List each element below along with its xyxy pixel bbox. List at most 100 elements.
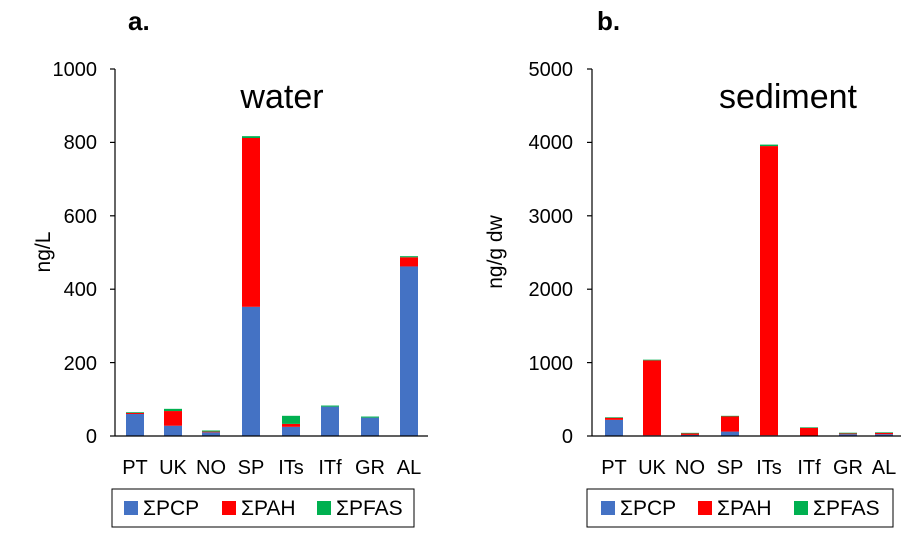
bar-pah-uk — [164, 411, 182, 426]
bar-pfas-sp — [721, 415, 739, 417]
bar-pfas-uk — [643, 359, 661, 361]
bars-sediment — [605, 144, 893, 437]
x-tick-label: ITf — [318, 457, 342, 479]
y-tick-label: 1000 — [53, 59, 98, 81]
panel-label-b: b. — [597, 6, 620, 36]
bar-pfas-no — [681, 432, 699, 434]
y-tick-label: 4000 — [529, 132, 574, 154]
y-tick-label: 2000 — [529, 279, 574, 301]
legend-sediment: ΣPCP ΣPAH ΣPFAS — [586, 488, 894, 528]
x-tick-label: SP — [717, 457, 744, 479]
legend-swatch-pah — [698, 501, 712, 515]
y-tick-label: 5000 — [529, 59, 574, 81]
x-tick-label: ITs — [278, 457, 304, 479]
x-tick-label: ITf — [797, 457, 821, 479]
bar-pah-no — [202, 431, 220, 433]
x-tick-label: AL — [397, 457, 421, 479]
bar-pah-sp — [721, 416, 739, 432]
bars-water — [126, 136, 418, 436]
bar-pfas-al — [875, 432, 893, 433]
y-tick-label: 3000 — [529, 206, 574, 228]
chart-title-water: water — [239, 78, 323, 116]
bar-pah-gr — [839, 433, 857, 435]
bar-pcp-its — [282, 426, 300, 436]
x-tick-label: PT — [601, 457, 627, 479]
bar-pfas-pt — [126, 412, 144, 413]
y-axis-label-sediment: ng/g dw — [484, 214, 507, 288]
x-tick-label: SP — [238, 457, 265, 479]
x-tick-label: UK — [159, 457, 187, 479]
bar-pah-al — [400, 257, 418, 267]
legend-label-pfas: ΣPFAS — [336, 497, 403, 520]
legend-label-pah: ΣPAH — [241, 497, 296, 520]
bar-pcp-gr — [361, 417, 379, 436]
bar-pcp-itf — [321, 406, 339, 436]
bar-pah-itf — [800, 427, 818, 436]
bar-pfas-itf — [321, 405, 339, 407]
x-tick-labels-water: PT UK NO SP ITs ITf GR AL — [122, 457, 421, 479]
bar-pfas-gr — [839, 432, 857, 434]
x-tick-label: ITs — [756, 457, 782, 479]
x-tick-label: NO — [196, 457, 226, 479]
bar-pfas-sp — [242, 136, 260, 138]
bar-pcp-gr — [839, 434, 857, 436]
bar-pah-its — [760, 146, 778, 436]
x-tick-label: AL — [872, 457, 896, 479]
bar-pah-its — [282, 423, 300, 427]
y-tick-label: 1000 — [529, 353, 574, 375]
legend-swatch-pcp — [124, 501, 138, 515]
bar-pah-pt — [126, 412, 144, 414]
chart-title-sediment: sediment — [719, 78, 858, 116]
bar-pcp-uk — [164, 425, 182, 436]
bar-pah-uk — [643, 360, 661, 436]
bar-pcp-pt — [126, 413, 144, 436]
legend-box — [111, 488, 415, 528]
y-tick-label: 400 — [64, 279, 97, 301]
x-tick-label: NO — [675, 457, 705, 479]
bar-pfas-its — [282, 415, 300, 424]
bar-pfas-uk — [164, 408, 182, 412]
y-axis-label-water: ng/L — [32, 232, 55, 273]
panel-sediment: b. sediment ng/g dw 0 1000 2000 3000 400… — [484, 6, 901, 528]
legend-swatch-pfas — [317, 501, 331, 515]
y-tick-label: 800 — [64, 132, 97, 154]
bar-pcp-sp — [721, 431, 739, 436]
y-tick-label: 0 — [562, 426, 573, 448]
bar-pfas-its — [760, 144, 778, 147]
bar-pfas-pt — [605, 417, 623, 418]
bar-pah-no — [681, 433, 699, 435]
bar-pah-al — [875, 432, 893, 435]
legend-label-pah: ΣPAH — [717, 497, 772, 520]
bar-pah-pt — [605, 417, 623, 420]
x-tick-labels-sediment: PT UK NO SP ITs ITf GR AL — [601, 457, 896, 479]
bar-pcp-al — [400, 266, 418, 436]
axes-water — [110, 68, 428, 437]
legend-label-pcp: ΣPCP — [143, 497, 199, 520]
y-tick-label: 600 — [64, 206, 97, 228]
x-tick-label: GR — [833, 457, 863, 479]
bar-pfas-gr — [361, 416, 379, 418]
bar-pah-sp — [242, 137, 260, 307]
y-tick-label: 0 — [86, 426, 97, 448]
legend-water: ΣPCP ΣPAH ΣPFAS — [111, 488, 415, 528]
x-tick-label: GR — [355, 457, 385, 479]
bar-pcp-al — [875, 434, 893, 436]
y-tick-labels-sediment: 0 1000 2000 3000 4000 5000 — [529, 59, 574, 448]
bar-pcp-pt — [605, 419, 623, 436]
bar-pfas-itf — [800, 427, 818, 428]
bar-pcp-sp — [242, 306, 260, 436]
bar-pcp-no — [202, 432, 220, 436]
axes-sediment — [587, 68, 901, 437]
legend-swatch-pcp — [601, 501, 615, 515]
legend-label-pcp: ΣPCP — [620, 497, 676, 520]
x-tick-label: UK — [638, 457, 666, 479]
legend-swatch-pah — [222, 501, 236, 515]
bar-pfas-no — [202, 430, 220, 432]
legend-box — [586, 488, 894, 528]
y-tick-label: 200 — [64, 353, 97, 375]
bar-pfas-al — [400, 256, 418, 258]
legend-label-pfas: ΣPFAS — [813, 497, 880, 520]
legend-swatch-pfas — [794, 501, 808, 515]
x-tick-label: PT — [122, 457, 148, 479]
